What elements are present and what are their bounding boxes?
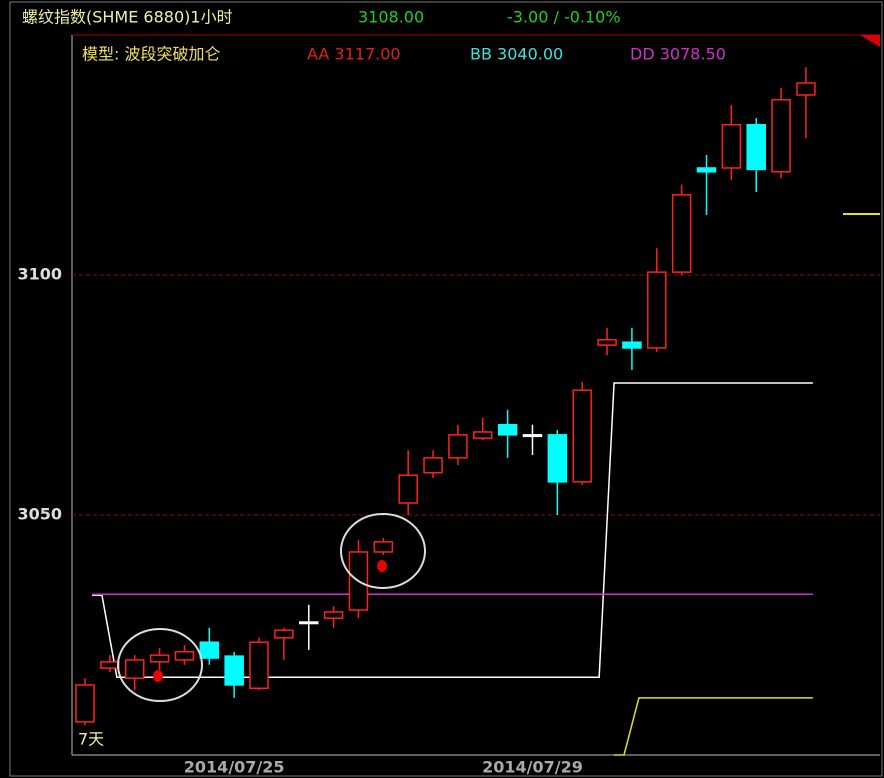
candle-body — [622, 341, 642, 349]
annotation: 7天 — [78, 730, 104, 749]
candle-body — [100, 661, 120, 669]
last-price: 3108.00 — [358, 8, 424, 27]
indicator: DD 3078.50 — [630, 45, 726, 64]
indicator-line — [614, 697, 813, 756]
change: -3.00 / -0.10% — [507, 8, 621, 27]
candle-body — [771, 99, 791, 173]
candle-body — [149, 654, 170, 663]
candle-body — [199, 641, 220, 659]
model-label: 模型: 波段突破加仑 — [82, 45, 220, 64]
x-tick-label: 2014/07/25 — [184, 758, 285, 777]
candle-body — [398, 474, 418, 504]
plot — [72, 67, 880, 756]
candle-body — [796, 82, 816, 96]
y-tick-label: 3050 — [17, 505, 62, 524]
candle-body — [249, 641, 269, 690]
candle-body — [572, 389, 592, 483]
candle-body — [547, 434, 568, 483]
candle-body — [224, 655, 244, 686]
candle-body — [746, 124, 766, 171]
candle-body — [721, 124, 742, 169]
indicator: BB 3040.00 — [470, 45, 563, 64]
indicator-line — [92, 382, 813, 678]
highlight-circle — [117, 628, 203, 702]
candle-body — [497, 424, 518, 436]
candle-body — [274, 629, 294, 639]
signal-dot — [153, 670, 163, 682]
candle-body — [373, 541, 394, 553]
candle-body — [323, 611, 344, 619]
candle-body — [423, 457, 443, 474]
candle-body — [597, 339, 617, 346]
candle-body — [124, 659, 145, 679]
candle-body — [75, 684, 95, 723]
x-tick-label: 2014/07/29 — [482, 758, 583, 777]
candle-body — [448, 434, 468, 459]
candle-body — [473, 431, 493, 439]
candle-body — [671, 194, 692, 273]
candle-body — [174, 651, 195, 661]
candle-body — [696, 167, 717, 173]
title: 螺纹指数(SHME 6880)1小时 — [22, 8, 233, 27]
highlight-circle — [340, 513, 426, 589]
signal-dot — [377, 560, 387, 572]
candle-body — [522, 434, 543, 438]
frame — [9, 1, 883, 777]
candle-body — [298, 621, 319, 625]
indicator: AA 3117.00 — [307, 45, 401, 64]
y-tick-label: 3100 — [17, 265, 62, 284]
candle-body — [647, 271, 667, 349]
corner-marker — [860, 35, 880, 47]
